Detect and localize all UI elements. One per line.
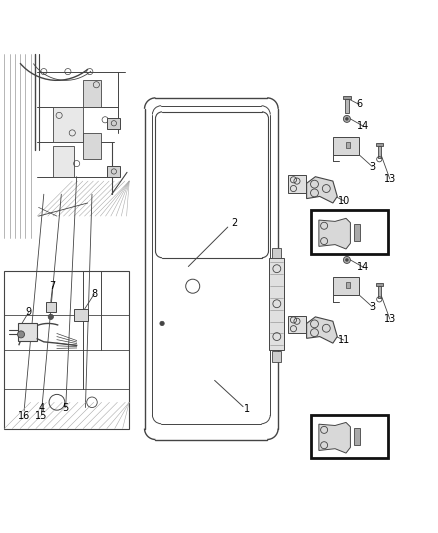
Bar	[354, 427, 360, 445]
Text: 17: 17	[368, 225, 381, 235]
Bar	[346, 142, 350, 148]
Circle shape	[18, 331, 25, 338]
Circle shape	[346, 259, 348, 261]
Bar	[376, 282, 383, 286]
Bar	[46, 302, 56, 312]
Bar	[343, 96, 351, 99]
Polygon shape	[319, 423, 350, 453]
Bar	[333, 278, 359, 295]
Bar	[354, 223, 360, 241]
Bar	[272, 248, 281, 258]
Polygon shape	[307, 177, 337, 203]
Bar	[83, 80, 101, 107]
Bar	[288, 175, 306, 193]
Text: 9: 9	[25, 308, 32, 318]
Bar	[345, 99, 349, 113]
Circle shape	[343, 115, 350, 123]
Text: 11: 11	[338, 335, 350, 345]
Bar	[272, 351, 281, 362]
Polygon shape	[319, 219, 350, 249]
Text: 1: 1	[244, 404, 251, 414]
Bar	[53, 146, 74, 177]
Text: 14: 14	[357, 122, 370, 131]
Bar	[376, 142, 383, 146]
Bar	[74, 309, 88, 321]
Text: 7: 7	[49, 281, 56, 291]
Bar	[107, 166, 120, 177]
Bar	[269, 258, 284, 350]
Text: 17: 17	[368, 429, 381, 439]
Bar	[343, 237, 351, 240]
Bar	[345, 240, 349, 254]
Bar	[378, 146, 381, 158]
Bar	[288, 316, 306, 333]
Bar	[311, 211, 388, 254]
Circle shape	[346, 118, 348, 120]
Text: 17: 17	[375, 433, 387, 443]
Text: 3: 3	[369, 161, 375, 172]
Circle shape	[48, 314, 53, 319]
Bar	[83, 133, 101, 159]
Text: 17: 17	[375, 229, 387, 239]
Text: 13: 13	[384, 314, 396, 324]
Circle shape	[343, 256, 350, 263]
Text: 6: 6	[356, 100, 362, 109]
Text: 10: 10	[338, 196, 350, 206]
Text: 2: 2	[231, 217, 237, 228]
Bar	[311, 415, 388, 458]
Bar	[107, 118, 120, 128]
Text: 16: 16	[18, 411, 30, 421]
Text: 12: 12	[287, 318, 300, 328]
Text: 14: 14	[357, 262, 370, 272]
Bar	[346, 282, 350, 288]
Circle shape	[160, 321, 164, 326]
Bar	[53, 107, 83, 142]
Bar	[378, 286, 381, 298]
Bar	[4, 271, 129, 429]
Text: 4: 4	[39, 402, 45, 413]
Text: 12: 12	[287, 178, 300, 188]
Text: 8: 8	[91, 289, 97, 299]
Text: 15: 15	[35, 411, 48, 421]
Text: 5: 5	[63, 402, 69, 413]
Polygon shape	[307, 317, 337, 343]
Text: 13: 13	[384, 174, 396, 184]
Bar	[333, 138, 359, 155]
Bar	[18, 324, 37, 341]
Text: 3: 3	[369, 302, 375, 312]
Text: 6: 6	[356, 240, 362, 251]
